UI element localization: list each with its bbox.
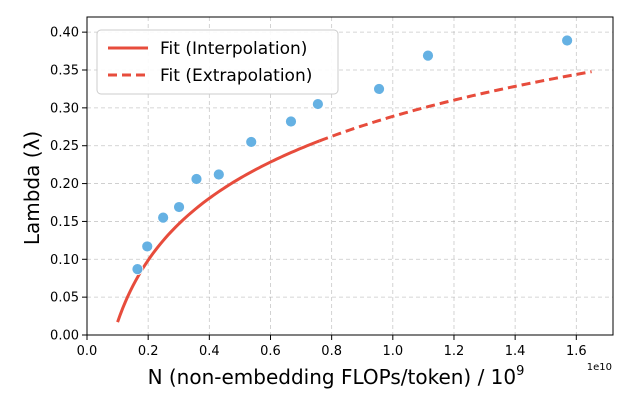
data-point: [422, 49, 434, 62]
y-tick-label: 0.25: [50, 139, 79, 154]
x-tick-label: 1.0: [382, 344, 403, 359]
fit-interpolation-line: [116, 139, 320, 323]
x-axis-offset-label: 1e10: [587, 362, 612, 373]
legend-box: [96, 29, 339, 95]
data-point: [373, 83, 385, 95]
data-point: [173, 201, 185, 213]
legend-label-interpolation: Fit (Interpolation): [160, 39, 307, 59]
data-point: [311, 98, 324, 110]
x-tick-label: 0.0: [77, 344, 98, 359]
legend: Fit (Interpolation) Fit (Extrapolation): [96, 29, 339, 95]
legend-label-extrapolation: Fit (Extrapolation): [160, 66, 312, 86]
y-axis-ticks: 0.00 0.05 0.10 0.15 0.20 0.25 0.30 0.35 0.40: [50, 26, 87, 344]
x-tick-label: 0.8: [321, 344, 342, 359]
fit-extrapolation-line: [318, 70, 592, 143]
y-tick-label: 0.05: [50, 291, 79, 306]
data-point: [141, 240, 154, 253]
x-axis-label: N (non-embedding FLOPs/token) / 109: [148, 364, 525, 389]
data-point: [212, 168, 225, 181]
plot-frame: [86, 16, 614, 336]
data-point: [190, 173, 203, 185]
data-points: [131, 34, 574, 276]
x-tick-label: 1.6: [566, 344, 587, 359]
x-axis-label-superscript: 9: [516, 364, 524, 379]
data-point: [157, 211, 170, 224]
fit-lines: [116, 70, 592, 323]
data-point: [131, 263, 144, 276]
x-tick-label: 0.6: [260, 344, 281, 359]
y-tick-label: 0.40: [50, 26, 79, 41]
data-point: [245, 136, 258, 148]
x-axis-ticks: 0.0 0.2 0.4 0.6 0.8 1.0 1.2 1.4 1.6: [77, 335, 587, 359]
x-tick-label: 1.2: [444, 344, 465, 359]
x-tick-label: 0.4: [199, 344, 220, 359]
x-tick-label: 0.2: [138, 344, 159, 359]
y-axis-label: Lambda (λ): [20, 131, 44, 245]
x-tick-label: 1.4: [505, 344, 526, 359]
y-tick-label: 0.20: [50, 177, 79, 192]
data-point: [561, 34, 574, 47]
y-tick-label: 0.35: [50, 64, 79, 79]
y-tick-label: 0.10: [50, 253, 79, 268]
y-tick-label: 0.15: [50, 215, 79, 230]
data-point: [285, 115, 297, 128]
y-tick-label: 0.30: [50, 101, 79, 116]
y-tick-label: 0.00: [50, 329, 79, 344]
